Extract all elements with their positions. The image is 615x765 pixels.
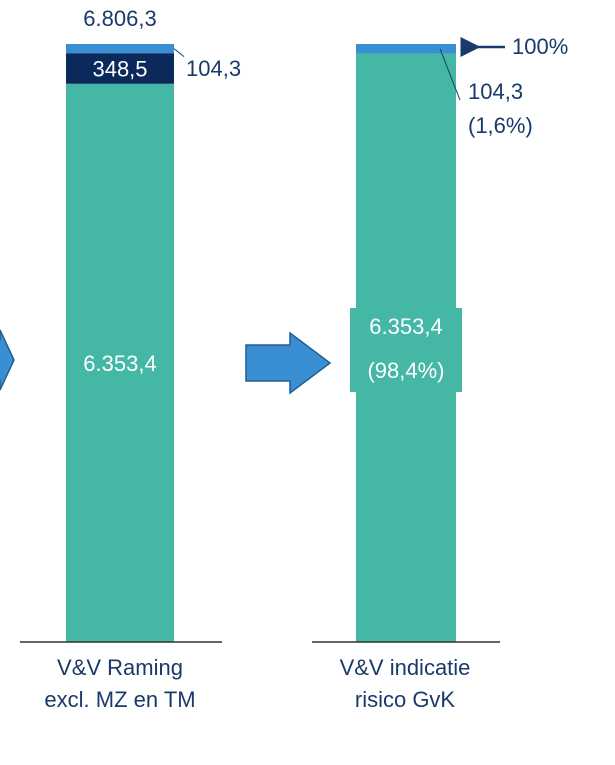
leader-line <box>439 48 461 101</box>
leader-line <box>173 48 185 57</box>
amount-label: 104,3 <box>468 79 523 104</box>
bar-segment <box>66 53 174 84</box>
label-box <box>350 308 462 392</box>
bar-segment <box>66 44 174 54</box>
value-label: (98,4%) <box>367 358 444 383</box>
bar-segment <box>66 83 174 643</box>
amount-label: 6.353,4 <box>369 314 442 339</box>
category-label: V&V Raming excl. MZ en TM <box>44 655 196 712</box>
value-label: (1,6%) <box>468 113 533 138</box>
bar-segment <box>356 44 456 54</box>
flow-arrow <box>0 329 15 391</box>
value-label: 6.353,4 <box>83 351 156 376</box>
value-label: 104,3 <box>186 56 241 81</box>
flow-arrow <box>245 331 332 395</box>
value-label: 348,5 <box>92 56 147 81</box>
total-label: 6.806,3 <box>83 6 156 31</box>
total-label: 100% <box>512 34 568 59</box>
category-label: V&V indicatie risico GvK <box>339 655 471 712</box>
